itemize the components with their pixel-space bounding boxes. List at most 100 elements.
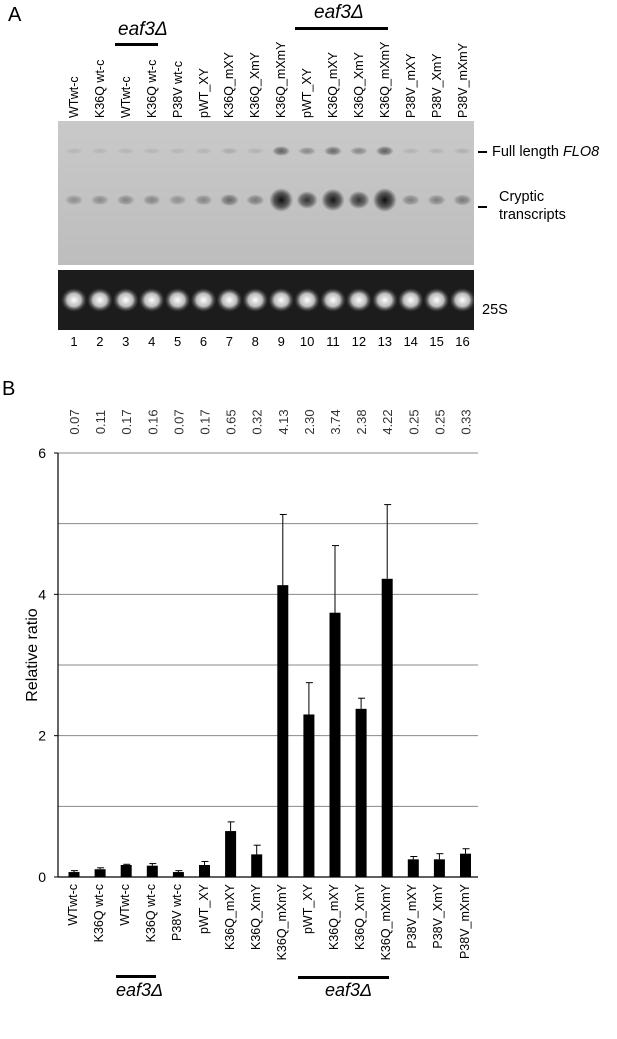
value-label: 0.17 bbox=[119, 409, 134, 434]
y-axis-label: Relative ratio bbox=[24, 608, 41, 701]
full-length-band bbox=[220, 147, 239, 155]
rrna-band bbox=[164, 288, 191, 312]
lane-number: 15 bbox=[429, 334, 444, 349]
cryptic-band bbox=[372, 188, 397, 212]
full-length-label: Full length FLO8 bbox=[492, 143, 599, 161]
cryptic-band bbox=[269, 188, 294, 212]
y-tick-label: 0 bbox=[38, 869, 46, 885]
cryptic-label-line1: Cryptic bbox=[499, 189, 545, 205]
x-category-label: pWT_XY bbox=[300, 884, 315, 935]
rrna-gel-image bbox=[58, 270, 474, 330]
full-length-band bbox=[65, 147, 83, 155]
lane-label: P38V wt-c bbox=[170, 61, 185, 118]
bar bbox=[94, 869, 106, 877]
lane-number: 7 bbox=[225, 334, 233, 349]
full-length-gene: FLO8 bbox=[562, 144, 600, 160]
cryptic-band bbox=[116, 194, 135, 206]
value-label: 0.33 bbox=[459, 409, 474, 434]
rrna-band bbox=[371, 288, 398, 312]
cryptic-band bbox=[142, 194, 161, 206]
rrna-band bbox=[216, 288, 243, 312]
panel-b-eaf3-label-left: eaf3Δ bbox=[116, 980, 164, 1000]
y-tick-label: 6 bbox=[38, 445, 46, 461]
panel-b-eaf3-bar-right bbox=[298, 976, 389, 979]
panel-a-letter: A bbox=[8, 4, 22, 26]
value-label: 0.65 bbox=[224, 409, 239, 434]
cryptic-band bbox=[296, 191, 318, 209]
rrna-band bbox=[138, 288, 165, 312]
lane-label: K36Q_mXmY bbox=[274, 41, 289, 118]
lane-number: 4 bbox=[148, 334, 156, 349]
cryptic-band bbox=[64, 194, 84, 206]
rrna-band bbox=[423, 288, 450, 312]
lane-number: 5 bbox=[173, 334, 182, 349]
full-length-band bbox=[142, 147, 161, 155]
x-category-label: P38V wt-c bbox=[170, 884, 185, 941]
x-category-label: WTwt-c bbox=[118, 884, 133, 926]
cryptic-band bbox=[348, 191, 370, 209]
panel-b-letter: B bbox=[2, 378, 16, 400]
cryptic-label: Cryptic transcripts bbox=[499, 188, 566, 224]
rrna-band bbox=[449, 288, 474, 312]
cryptic-band bbox=[194, 194, 213, 206]
value-label: 3.74 bbox=[328, 409, 343, 434]
full-length-marker bbox=[478, 151, 487, 153]
full-length-band bbox=[375, 146, 394, 156]
lane-label: P38V_mXY bbox=[403, 53, 418, 118]
x-category-label: K36Q_mXY bbox=[222, 884, 237, 951]
x-category-label: K36Q wt-c bbox=[92, 884, 107, 943]
bar bbox=[68, 872, 80, 877]
bar bbox=[355, 708, 367, 877]
lane-label: WTwt-c bbox=[118, 76, 133, 118]
full-length-band bbox=[246, 147, 265, 155]
cryptic-band bbox=[246, 194, 265, 206]
full-length-band bbox=[349, 146, 368, 156]
lane-label: K36Q_mXY bbox=[326, 51, 340, 118]
rrna-band bbox=[242, 288, 269, 312]
x-category-label: K36Q_XmY bbox=[353, 884, 368, 951]
value-label: 2.38 bbox=[354, 409, 369, 434]
lane-label: P38V_XmY bbox=[429, 53, 444, 118]
y-tick-label: 2 bbox=[38, 728, 46, 744]
value-label: 4.22 bbox=[380, 409, 395, 434]
panel-b-eaf3-label-right: eaf3Δ bbox=[325, 980, 373, 1000]
cryptic-band bbox=[90, 194, 109, 206]
panel-a-eaf3-label-right: eaf3Δ bbox=[314, 2, 364, 23]
bar bbox=[407, 859, 419, 877]
bar bbox=[120, 864, 132, 877]
lane-number: 11 bbox=[326, 334, 340, 349]
full-length-band bbox=[116, 147, 135, 155]
full-length-band bbox=[324, 146, 342, 156]
bar bbox=[251, 854, 263, 877]
value-label: 0.07 bbox=[171, 409, 186, 434]
value-label: 0.17 bbox=[198, 409, 213, 434]
cryptic-label-line2: transcripts bbox=[499, 207, 566, 224]
lane-number: 1 bbox=[70, 334, 78, 349]
bar bbox=[433, 859, 445, 877]
full-length-band bbox=[298, 146, 317, 156]
rrna-band bbox=[320, 288, 346, 312]
value-label: 2.30 bbox=[302, 409, 317, 434]
value-label: 0.25 bbox=[406, 409, 421, 434]
lane-number: 8 bbox=[251, 334, 259, 349]
x-category-label: K36Q wt-c bbox=[144, 884, 159, 943]
full-length-band bbox=[272, 146, 291, 156]
cryptic-band bbox=[427, 194, 446, 206]
bar-chart: 0 2 4 6 Relative ratio 0.07 0.11 0.17 0.16 0.07 0.… bbox=[24, 409, 478, 885]
rrna-label: 25S bbox=[482, 302, 508, 318]
panel-b-eaf3-bar-left bbox=[116, 975, 156, 978]
x-category-label: WTwt-c bbox=[66, 884, 80, 926]
lane-label: pWT_XY bbox=[300, 67, 315, 118]
bar bbox=[199, 864, 210, 877]
cryptic-band bbox=[219, 193, 239, 207]
full-length-band bbox=[427, 147, 446, 155]
x-category-label: P38V_mXY bbox=[405, 884, 420, 949]
rrna-band bbox=[86, 288, 113, 312]
rrna-band bbox=[112, 288, 139, 312]
lane-number: 14 bbox=[403, 334, 418, 349]
cryptic-band bbox=[453, 194, 472, 206]
full-length-band bbox=[453, 147, 472, 155]
value-label: 0.11 bbox=[93, 410, 108, 434]
bar bbox=[172, 872, 184, 877]
lane-number: 3 bbox=[122, 334, 130, 349]
